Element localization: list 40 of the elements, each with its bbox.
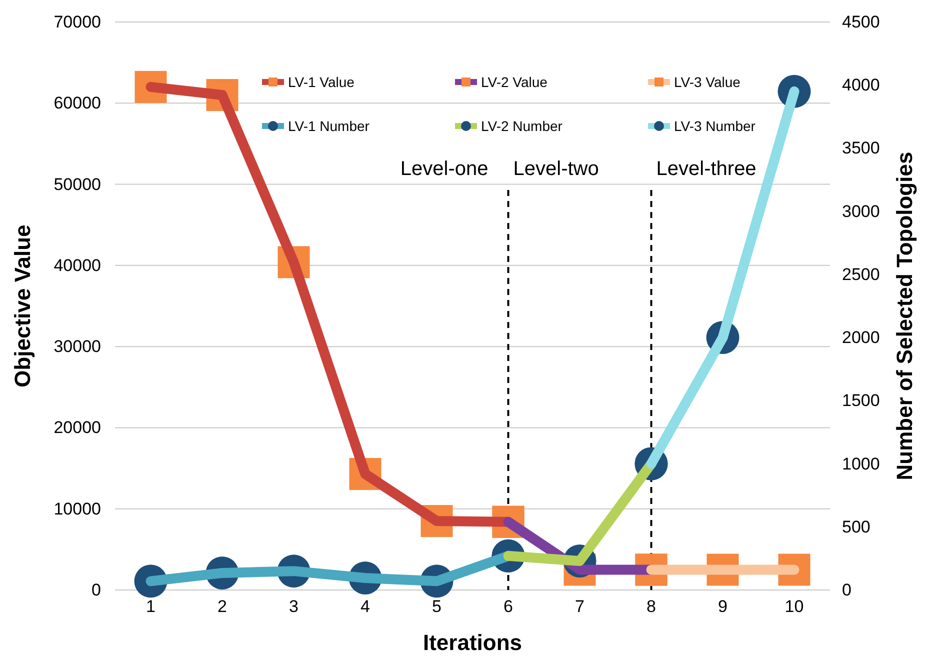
y2-tick-label: 2500 bbox=[842, 264, 880, 284]
y2-tick-label: 500 bbox=[842, 517, 870, 536]
annotation: Level-three bbox=[656, 158, 756, 180]
x-tick-label: 9 bbox=[718, 597, 728, 616]
x-tick-label: 10 bbox=[784, 597, 804, 616]
x-tick-label: 7 bbox=[575, 597, 584, 616]
y2-tick-label: 2000 bbox=[842, 328, 880, 348]
legend-label: LV-1 Value bbox=[288, 74, 355, 90]
y2-tick-label: 1000 bbox=[842, 454, 880, 474]
y-tick-label: 10000 bbox=[54, 499, 101, 518]
annotation: Level-one bbox=[400, 158, 488, 180]
y2-tick-label: 1500 bbox=[842, 391, 880, 410]
y2-tick-label: 0 bbox=[842, 580, 852, 600]
x-tick-label: 1 bbox=[146, 597, 156, 616]
y-tick-label: 20000 bbox=[54, 418, 101, 438]
x-tick-label: 8 bbox=[646, 597, 656, 616]
y-axis-title: Objective Value bbox=[10, 224, 35, 388]
y2-axis-title: Number of Selected Topologies bbox=[892, 152, 917, 480]
y2-tick-label: 3000 bbox=[842, 202, 880, 221]
x-tick-label: 6 bbox=[504, 597, 513, 616]
y-tick-label: 30000 bbox=[54, 337, 101, 356]
x-tick-label: 2 bbox=[218, 597, 227, 616]
legend-label: LV-2 Number bbox=[481, 118, 563, 134]
y2-tick-label: 4500 bbox=[842, 12, 880, 32]
x-axis-title: Iterations bbox=[422, 630, 522, 655]
y-tick-label: 40000 bbox=[54, 256, 101, 275]
x-tick-label: 3 bbox=[289, 597, 298, 616]
y2-tick-label: 3500 bbox=[842, 138, 880, 158]
legend-label: LV-3 Value bbox=[674, 74, 741, 90]
y-tick-label: 60000 bbox=[54, 94, 101, 113]
y-tick-label: 0 bbox=[92, 580, 101, 600]
legend-label: LV-1 Number bbox=[288, 118, 370, 134]
y2-tick-label: 4000 bbox=[842, 76, 880, 95]
annotation: Level-two bbox=[513, 158, 599, 180]
x-tick-label: 4 bbox=[360, 597, 370, 616]
y-tick-label: 70000 bbox=[54, 12, 101, 32]
x-tick-label: 5 bbox=[432, 597, 442, 616]
legend-label: LV-3 Number bbox=[674, 118, 756, 134]
y-tick-label: 50000 bbox=[54, 174, 101, 194]
legend-label: LV-2 Value bbox=[481, 74, 548, 90]
